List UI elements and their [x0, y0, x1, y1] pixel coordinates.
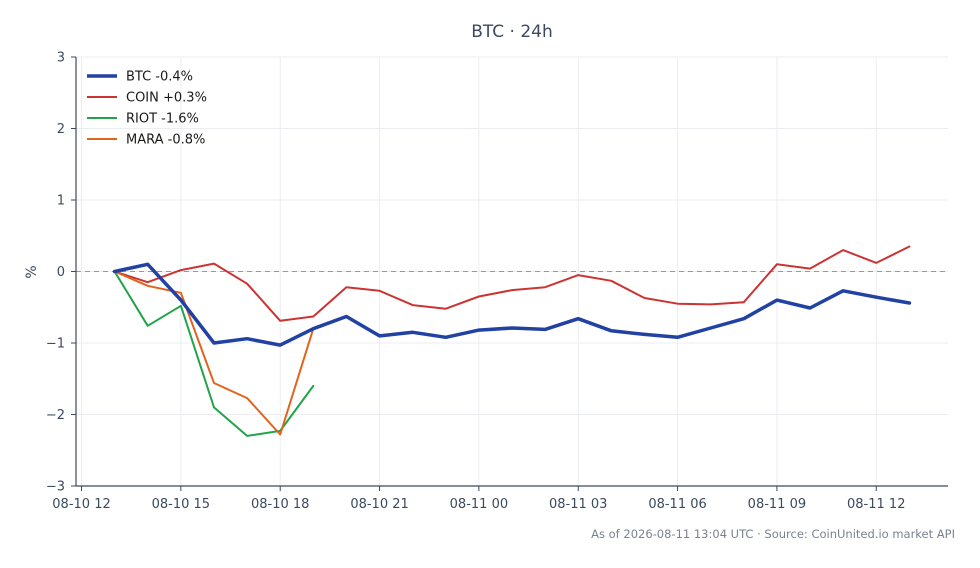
x-tick-label: 08-10 21 [350, 497, 408, 512]
y-axis-label: % [24, 265, 40, 278]
x-tick-label: 08-11 06 [648, 497, 706, 512]
series-lines [112, 245, 912, 437]
y-tick-label: −2 [46, 408, 65, 423]
x-tick-label: 08-10 18 [251, 497, 309, 512]
y-tick-label: −3 [46, 480, 65, 495]
x-tick-label: 08-10 12 [52, 497, 110, 512]
footnote: As of 2026-08-11 13:04 UTC · Source: Coi… [591, 527, 955, 541]
y-tick-label: −1 [46, 337, 65, 352]
x-tick-label: 08-11 09 [748, 497, 806, 512]
x-tick-label: 08-11 03 [549, 497, 607, 512]
chart-title: BTC · 24h [471, 22, 553, 42]
axes: 3 2 1 0 −1 −2 −3 08-10 12 08-10 15 08-10 18 08-10 … [46, 51, 948, 512]
series-line-mara [113, 270, 315, 436]
y-tick-label: 2 [57, 122, 65, 137]
x-tick-label: 08-11 12 [847, 497, 905, 512]
y-tick-label: 0 [57, 265, 65, 280]
legend-label: COIN +0.3% [126, 91, 207, 106]
series-line-riot [113, 270, 315, 437]
legend-label: BTC -0.4% [126, 70, 193, 85]
legend-label: RIOT -1.6% [126, 112, 199, 127]
y-tick-label: 1 [57, 194, 65, 209]
x-tick-label: 08-10 15 [152, 497, 210, 512]
x-tick-label: 08-11 00 [450, 497, 508, 512]
legend: BTC -0.4% COIN +0.3% RIOT -1.6% MARA -0.8% [87, 70, 207, 148]
legend-label: MARA -0.8% [126, 133, 205, 148]
series-line-coin [113, 245, 911, 322]
series-line-btc [112, 262, 912, 347]
y-tick-label: 3 [57, 51, 65, 66]
